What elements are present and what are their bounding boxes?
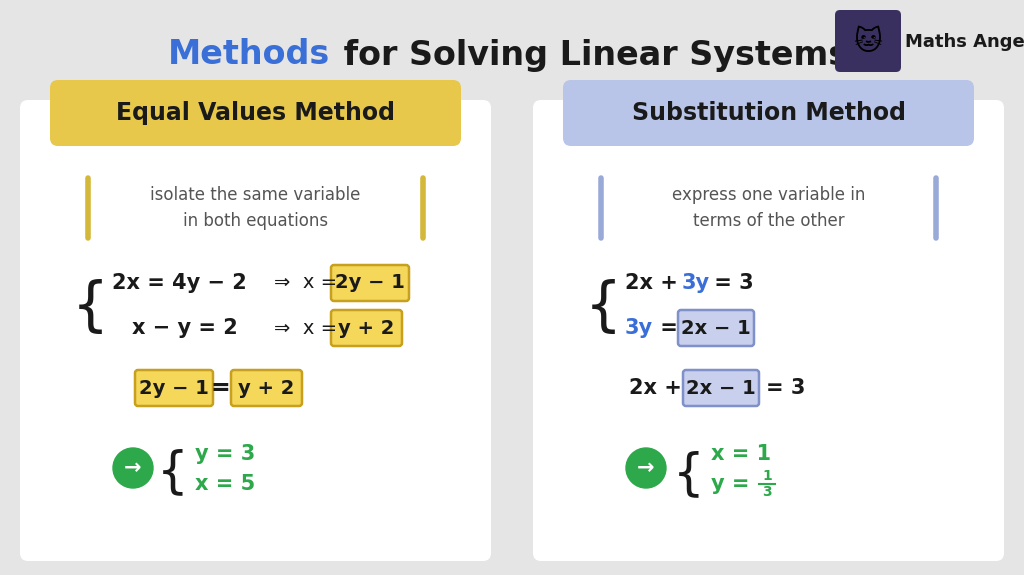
Text: = 3: = 3 (766, 378, 805, 398)
Circle shape (626, 448, 666, 488)
FancyBboxPatch shape (50, 80, 461, 146)
Text: 🐱: 🐱 (854, 28, 883, 56)
Text: 3y: 3y (682, 273, 710, 293)
FancyBboxPatch shape (331, 265, 409, 301)
Text: =: = (210, 376, 229, 400)
Text: 1: 1 (762, 469, 772, 483)
Text: isolate the same variable
in both equations: isolate the same variable in both equati… (151, 186, 360, 230)
FancyBboxPatch shape (563, 80, 974, 146)
Text: Equal Values Method: Equal Values Method (116, 101, 395, 125)
Text: 2x − 1: 2x − 1 (686, 378, 756, 397)
Text: y + 2: y + 2 (238, 378, 294, 397)
Text: ⇒  x =: ⇒ x = (274, 319, 337, 338)
FancyBboxPatch shape (835, 10, 901, 72)
FancyBboxPatch shape (678, 310, 754, 346)
Text: 3: 3 (762, 485, 772, 499)
FancyBboxPatch shape (135, 370, 213, 406)
Text: →: → (637, 458, 654, 478)
Text: 2x − 1: 2x − 1 (681, 319, 751, 338)
Text: ⇒  x =: ⇒ x = (274, 274, 337, 293)
Text: 2x = 4y − 2: 2x = 4y − 2 (112, 273, 247, 293)
Text: →: → (124, 458, 141, 478)
Text: {: { (72, 279, 109, 336)
Text: x = 1: x = 1 (711, 444, 771, 464)
Text: express one variable in
terms of the other: express one variable in terms of the oth… (672, 186, 865, 230)
Text: {: { (585, 279, 622, 336)
Text: 2x +: 2x + (625, 273, 685, 293)
FancyBboxPatch shape (20, 100, 490, 561)
Text: Maths Angel: Maths Angel (905, 33, 1024, 51)
Text: for Solving Linear Systems: for Solving Linear Systems (332, 39, 848, 71)
Text: {: { (157, 448, 188, 496)
Text: 2y − 1: 2y − 1 (335, 274, 404, 293)
Text: x − y = 2: x − y = 2 (132, 318, 238, 338)
Circle shape (113, 448, 153, 488)
Text: 3y: 3y (625, 318, 653, 338)
Text: Substitution Method: Substitution Method (632, 101, 905, 125)
Text: 2x +: 2x + (629, 378, 689, 398)
FancyBboxPatch shape (231, 370, 302, 406)
Text: y + 2: y + 2 (338, 319, 394, 338)
Text: x = 5: x = 5 (195, 474, 255, 494)
Text: Methods: Methods (168, 39, 330, 71)
Text: {: { (673, 450, 705, 498)
FancyBboxPatch shape (534, 100, 1004, 561)
Text: =: = (653, 318, 685, 338)
FancyBboxPatch shape (683, 370, 759, 406)
FancyBboxPatch shape (331, 310, 402, 346)
Text: = 3: = 3 (707, 273, 754, 293)
Text: 2y − 1: 2y − 1 (139, 378, 209, 397)
Text: y =: y = (711, 474, 757, 494)
Text: y = 3: y = 3 (195, 444, 255, 464)
